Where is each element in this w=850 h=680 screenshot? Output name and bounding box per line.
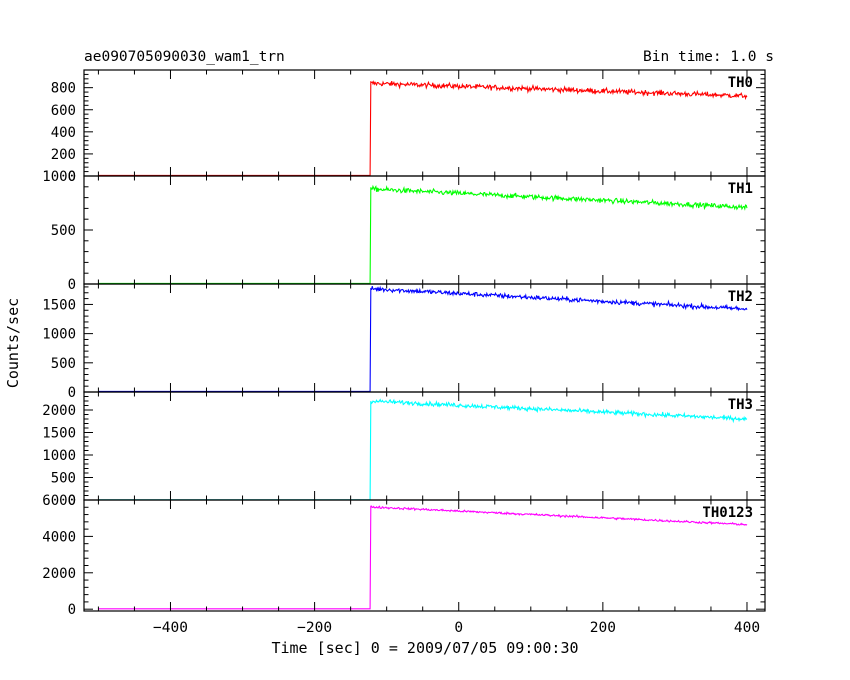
y-tick-label: 2000 bbox=[42, 403, 76, 419]
y-tick-label: 0 bbox=[68, 493, 76, 509]
y-tick-label: 1000 bbox=[42, 169, 76, 185]
y-tick-label: 1500 bbox=[42, 297, 76, 313]
panel-th0: 0 200 400 600 800 TH0 bbox=[51, 69, 766, 185]
lightcurve-th0123 bbox=[98, 505, 748, 610]
y-tick-label: 800 bbox=[51, 81, 76, 97]
panel-frame bbox=[83, 499, 766, 612]
y-tick-label: 600 bbox=[51, 103, 76, 119]
y-tick-label: 0 bbox=[68, 602, 76, 618]
panel-th2: 0 500 1000 1500 TH2 bbox=[42, 283, 766, 401]
y-tick-label: 0 bbox=[68, 277, 76, 293]
panel-label: TH0 bbox=[728, 75, 753, 91]
panel-th0123: 0 2000 4000 6000 TH0123 bbox=[42, 493, 766, 618]
y-axis-label: Counts/sec bbox=[4, 298, 22, 388]
y-tick-label: 2000 bbox=[42, 566, 76, 582]
lightcurve-th0 bbox=[98, 80, 748, 176]
lightcurve-th2 bbox=[98, 285, 748, 392]
y-tick-label: 4000 bbox=[42, 529, 76, 545]
y-tick-label: 1500 bbox=[42, 426, 76, 442]
panel-stack: 0 200 400 600 800 TH0 0 500 1000 TH1 0 500 1000 1500 T… bbox=[42, 69, 766, 618]
y-tick-label: 0 bbox=[68, 169, 76, 185]
x-tick-label: −200 bbox=[297, 620, 332, 636]
panel-label: TH0123 bbox=[702, 505, 753, 521]
x-tick-label: 400 bbox=[734, 620, 760, 636]
x-tick-label: −400 bbox=[153, 620, 188, 636]
y-tick-label: 200 bbox=[51, 147, 76, 163]
panel-frame bbox=[83, 69, 766, 177]
y-tick-label: 1000 bbox=[42, 327, 76, 343]
panel-th3: 0 500 1000 1500 2000 TH3 bbox=[42, 391, 766, 509]
y-tick-label: 1000 bbox=[42, 448, 76, 464]
lightcurve-th1 bbox=[98, 184, 748, 285]
x-axis-label: Time [sec] 0 = 2009/07/05 09:00:30 bbox=[271, 639, 578, 657]
panel-label: TH3 bbox=[728, 397, 753, 413]
y-tick-label: 6000 bbox=[42, 493, 76, 509]
y-tick-label: 500 bbox=[51, 471, 76, 487]
y-tick-label: 500 bbox=[51, 356, 76, 372]
y-tick-label: 500 bbox=[51, 223, 76, 239]
panel-frame bbox=[83, 283, 766, 393]
bin-time-label: Bin time: 1.0 s bbox=[643, 49, 774, 65]
observation-id: ae090705090030_wam1_trn bbox=[84, 49, 285, 65]
y-tick-label: 400 bbox=[51, 125, 76, 141]
panel-th1: 0 500 1000 TH1 bbox=[42, 169, 766, 293]
y-tick-label: 0 bbox=[68, 385, 76, 401]
x-tick-labels: −400 −200 0 200 400 bbox=[153, 620, 760, 636]
panel-label: TH2 bbox=[728, 289, 753, 305]
panel-frame bbox=[83, 391, 766, 501]
x-tick-label: 0 bbox=[454, 620, 463, 636]
lightcurve-th3 bbox=[98, 398, 748, 501]
panel-label: TH1 bbox=[728, 181, 753, 197]
x-tick-label: 200 bbox=[590, 620, 616, 636]
